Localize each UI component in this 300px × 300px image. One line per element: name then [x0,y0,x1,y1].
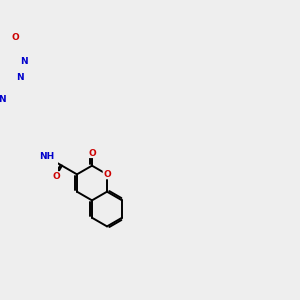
Text: N: N [20,56,28,65]
Text: O: O [103,170,111,179]
Text: O: O [11,33,19,42]
Text: NH: NH [39,152,55,161]
Text: N: N [0,95,6,104]
Text: O: O [88,148,96,158]
Text: O: O [52,172,60,181]
Text: N: N [16,73,24,82]
